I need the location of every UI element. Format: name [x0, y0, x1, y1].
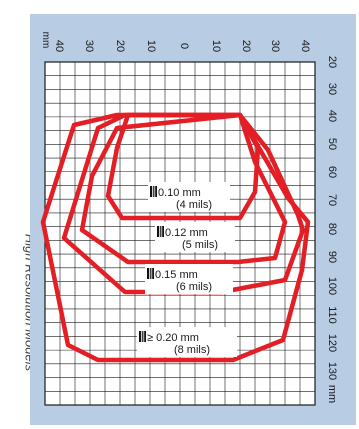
vertical-tick-label: 110 — [326, 306, 338, 324]
zone-label: 0.10 mm — [158, 187, 201, 199]
horizontal-tick-label: 30 — [269, 40, 281, 52]
vertical-tick-label: 80 — [326, 223, 338, 235]
horizontal-tick-label: 30 — [83, 40, 95, 52]
barcode-icon — [153, 186, 155, 197]
zone-sublabel: (4 mils) — [176, 199, 212, 211]
zone-label-box — [145, 264, 233, 294]
horizontal-tick-label: 10 — [210, 40, 222, 52]
barcode-icon — [162, 226, 164, 237]
barcode-icon — [152, 268, 154, 279]
horizontal-axis-unit: mm — [40, 32, 51, 49]
barcode-icon — [150, 186, 153, 197]
zone-sublabel: (8 mils) — [174, 344, 210, 356]
zone-label-box — [148, 182, 230, 212]
vertical-tick-label: 20 — [326, 56, 338, 68]
zone-sublabel: (5 mils) — [182, 239, 218, 251]
zone-outline — [40, 112, 311, 363]
vertical-tick-label: 50 — [326, 138, 338, 150]
zone-outline — [79, 112, 288, 265]
vertical-tick-label: 130 — [326, 362, 338, 380]
zone-label-box — [155, 222, 235, 252]
barcode-icon — [150, 268, 152, 279]
barcode-icon — [155, 186, 157, 197]
zone-sublabel: (6 mils) — [176, 281, 212, 293]
zone-label: 0.15 mm — [155, 269, 198, 281]
horizontal-tick-label: 0 — [178, 43, 190, 49]
horizontal-tick-label: 10 — [145, 40, 157, 52]
zone-outlines — [40, 112, 311, 363]
vertical-axis-unit: mm — [326, 385, 338, 403]
zone-outline — [105, 112, 261, 221]
zone-label: 0.12 mm — [165, 227, 208, 239]
barcode-icon — [157, 226, 160, 237]
zone-label-box — [137, 327, 237, 357]
barcode-icon — [147, 268, 150, 279]
vertical-tick-label: 100 — [326, 277, 338, 295]
barcode-icon — [139, 331, 142, 342]
horizontal-tick-label: 40 — [53, 40, 65, 52]
vertical-tick-label: 30 — [326, 83, 338, 95]
barcode-icon — [144, 331, 146, 342]
vertical-tick-label: 120 — [326, 334, 338, 352]
zone-label: ≥ 0.20 mm — [147, 332, 199, 344]
horizontal-tick-label: 40 — [299, 40, 311, 52]
vertical-tick-label: 70 — [326, 194, 338, 206]
vertical-tick-label: 60 — [326, 166, 338, 178]
horizontal-tick-label: 20 — [240, 40, 252, 52]
horizontal-tick-label: 20 — [114, 40, 126, 52]
vertical-tick-label: 40 — [326, 110, 338, 122]
vertical-tick-label: 90 — [326, 251, 338, 263]
barcode-icon — [142, 331, 144, 342]
barcode-icon — [160, 226, 162, 237]
